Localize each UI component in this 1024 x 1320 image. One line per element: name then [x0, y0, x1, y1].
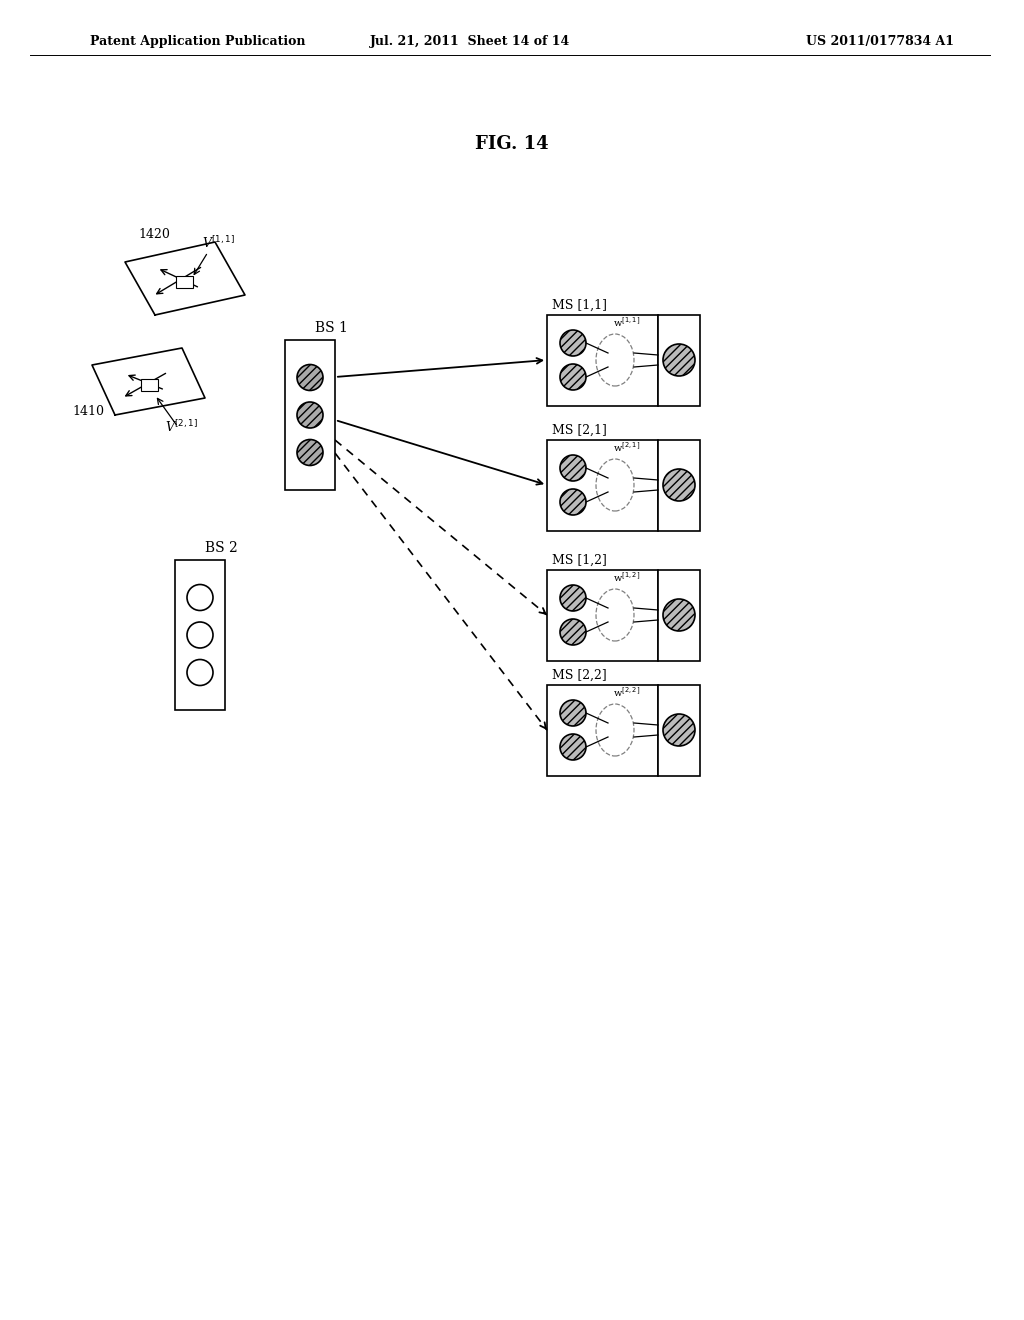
Text: MS [2,1]: MS [2,1] [552, 424, 607, 437]
Bar [175, 560, 225, 710]
Text: V$^{[2,1]}$: V$^{[2,1]}$ [165, 418, 198, 436]
Text: MS [1,2]: MS [1,2] [552, 553, 607, 566]
Text: w$^{[1,2]}$: w$^{[1,2]}$ [613, 570, 640, 585]
Text: w$^{[2,1]}$: w$^{[2,1]}$ [613, 441, 640, 454]
Text: BS 1: BS 1 [315, 321, 348, 335]
Circle shape [560, 734, 586, 760]
Text: BS 2: BS 2 [205, 541, 238, 554]
Text: 1420: 1420 [138, 228, 170, 242]
Circle shape [187, 660, 213, 685]
Bar [285, 341, 335, 490]
Circle shape [560, 330, 586, 356]
Text: w$^{[2,2]}$: w$^{[2,2]}$ [613, 685, 640, 700]
Circle shape [297, 440, 323, 466]
Circle shape [187, 622, 213, 648]
Circle shape [560, 364, 586, 389]
Circle shape [560, 700, 586, 726]
Text: US 2011/0177834 A1: US 2011/0177834 A1 [806, 36, 954, 48]
Text: Patent Application Publication: Patent Application Publication [90, 36, 305, 48]
Text: Jul. 21, 2011  Sheet 14 of 14: Jul. 21, 2011 Sheet 14 of 14 [370, 36, 570, 48]
Bar [658, 569, 700, 660]
Bar [547, 685, 658, 776]
Circle shape [663, 714, 695, 746]
Circle shape [663, 599, 695, 631]
Bar [547, 314, 658, 405]
Text: MS [1,1]: MS [1,1] [552, 298, 607, 312]
Text: V$^{[1,1]}$: V$^{[1,1]}$ [202, 235, 234, 251]
Circle shape [663, 345, 695, 376]
Text: w$^{[1,1]}$: w$^{[1,1]}$ [613, 315, 640, 329]
Circle shape [560, 585, 586, 611]
Bar [658, 314, 700, 405]
Bar [547, 569, 658, 660]
Circle shape [663, 469, 695, 502]
Circle shape [297, 364, 323, 391]
Circle shape [560, 455, 586, 480]
Text: 1410: 1410 [72, 405, 104, 418]
Circle shape [187, 585, 213, 610]
Bar [658, 685, 700, 776]
Circle shape [297, 403, 323, 428]
Text: MS [2,2]: MS [2,2] [552, 668, 607, 681]
Text: FIG. 14: FIG. 14 [475, 135, 549, 153]
Bar [141, 379, 158, 391]
Bar [176, 276, 193, 288]
Circle shape [560, 488, 586, 515]
Bar [658, 440, 700, 531]
Bar [547, 440, 658, 531]
Circle shape [560, 619, 586, 645]
